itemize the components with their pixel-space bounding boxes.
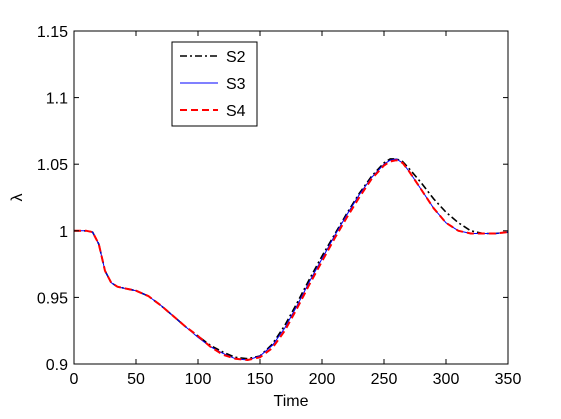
y-tick-label: 1.05 [37, 157, 68, 174]
x-axis-label: Time [274, 393, 309, 410]
y-tick-label: 0.95 [37, 290, 68, 307]
x-tick-label: 100 [185, 371, 212, 388]
legend-label-s4: S4 [226, 103, 246, 120]
x-tick-label: 200 [309, 371, 336, 388]
legend-label-s2: S2 [226, 49, 246, 66]
y-axis-label: λ [9, 194, 26, 202]
series-line-s2 [74, 158, 509, 360]
ticks: 0 50 100 150 200 250 300 350 0.9 0.95 1 1.05 1.1 1.15 [37, 24, 522, 388]
x-tick-label: 150 [247, 371, 274, 388]
x-tick-label: 350 [495, 371, 522, 388]
x-tick-label: 0 [70, 371, 79, 388]
y-tick-label: 1.15 [37, 24, 68, 41]
series-line-s3 [74, 158, 509, 361]
y-tick-label: 1.1 [46, 91, 68, 108]
x-tick-label: 250 [371, 371, 398, 388]
legend: S2 S3 S4 [171, 41, 258, 127]
legend-label-s3: S3 [226, 76, 246, 93]
y-tick-label: 0.9 [46, 357, 68, 374]
x-tick-label: 50 [127, 371, 145, 388]
x-tick-label: 300 [433, 371, 460, 388]
axes [73, 30, 509, 365]
axes-frame [73, 30, 509, 365]
y-tick-label: 1 [59, 224, 68, 241]
plot-lines [74, 158, 509, 361]
